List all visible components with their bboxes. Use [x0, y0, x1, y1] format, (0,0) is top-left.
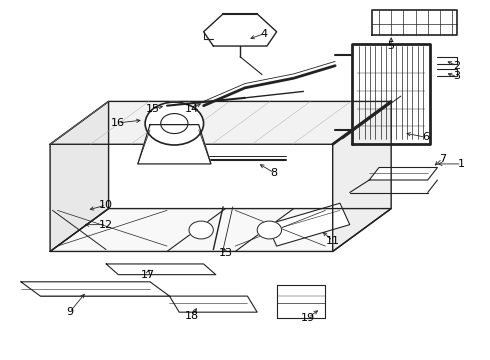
Text: 14: 14 [184, 104, 198, 113]
Polygon shape [50, 208, 391, 251]
Polygon shape [369, 167, 438, 180]
Polygon shape [50, 102, 391, 144]
Text: 16: 16 [111, 118, 125, 128]
Text: 15: 15 [146, 104, 159, 113]
Text: 8: 8 [270, 168, 278, 178]
Text: 10: 10 [99, 200, 113, 210]
Text: 19: 19 [301, 312, 316, 323]
Text: 13: 13 [219, 248, 233, 258]
Polygon shape [203, 14, 277, 46]
Text: 4: 4 [261, 28, 268, 39]
Text: 5: 5 [388, 41, 394, 51]
Text: 11: 11 [326, 236, 340, 246]
Text: 1: 1 [458, 159, 466, 169]
Polygon shape [352, 44, 430, 144]
Polygon shape [372, 10, 457, 35]
Polygon shape [277, 285, 325, 318]
Text: 18: 18 [184, 311, 198, 321]
Circle shape [189, 221, 213, 239]
Polygon shape [50, 102, 109, 251]
Polygon shape [106, 264, 216, 275]
Text: 2: 2 [453, 61, 461, 71]
Text: 6: 6 [422, 132, 429, 142]
Circle shape [145, 102, 203, 145]
Circle shape [257, 221, 282, 239]
Text: 7: 7 [439, 154, 446, 163]
Text: 3: 3 [453, 71, 461, 81]
Polygon shape [21, 282, 170, 296]
Polygon shape [138, 125, 211, 164]
Text: 12: 12 [99, 220, 113, 230]
Polygon shape [267, 203, 350, 246]
Text: 9: 9 [66, 307, 73, 317]
Polygon shape [170, 296, 257, 312]
Text: 17: 17 [141, 270, 155, 280]
Polygon shape [333, 102, 391, 251]
